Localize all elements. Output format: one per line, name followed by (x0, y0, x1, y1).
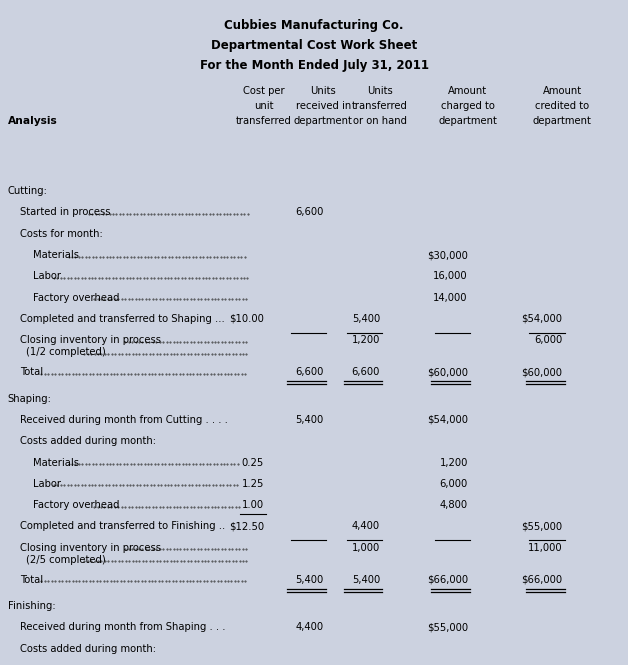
Text: Received during month from Shaping . . .: Received during month from Shaping . . . (20, 622, 225, 632)
Text: Units: Units (367, 86, 393, 96)
Text: received in: received in (296, 101, 351, 111)
Text: Cost per: Cost per (243, 86, 284, 96)
Text: 11,000: 11,000 (528, 543, 562, 553)
Text: $66,000: $66,000 (427, 575, 468, 585)
Text: $55,000: $55,000 (521, 521, 562, 531)
Text: 1,000: 1,000 (352, 543, 380, 553)
Text: $55,000: $55,000 (427, 622, 468, 632)
Text: Received during month from Cutting . . . .: Received during month from Cutting . . .… (20, 415, 228, 425)
Text: For the Month Ended July 31, 2011: For the Month Ended July 31, 2011 (200, 59, 428, 72)
Text: Costs added during month:: Costs added during month: (20, 436, 156, 446)
Text: $66,000: $66,000 (521, 575, 562, 585)
Text: Factory overhead: Factory overhead (33, 500, 119, 510)
Text: $60,000: $60,000 (521, 367, 562, 377)
Text: charged to: charged to (441, 101, 495, 111)
Text: Costs added during month:: Costs added during month: (20, 644, 156, 654)
Text: Closing inventory in process: Closing inventory in process (20, 543, 161, 553)
Text: Materials: Materials (33, 458, 78, 467)
Text: Shaping:: Shaping: (8, 394, 51, 404)
Text: $30,000: $30,000 (427, 250, 468, 260)
Text: transferred: transferred (236, 116, 291, 126)
Text: 4,400: 4,400 (352, 521, 380, 531)
Text: 6,000: 6,000 (534, 335, 562, 345)
Text: Costs for month:: Costs for month: (20, 229, 103, 239)
Text: 6,600: 6,600 (352, 367, 380, 377)
Text: transferred: transferred (352, 101, 408, 111)
Text: Units: Units (310, 86, 337, 96)
Text: Cutting:: Cutting: (8, 186, 47, 196)
Text: Materials: Materials (33, 250, 78, 260)
Text: (1/2 completed): (1/2 completed) (26, 347, 106, 357)
Text: Total: Total (20, 575, 43, 585)
Text: 4,400: 4,400 (295, 622, 323, 632)
Text: 1.00: 1.00 (242, 500, 264, 510)
Text: department: department (533, 116, 592, 126)
Text: Labor: Labor (33, 479, 61, 489)
Text: department: department (294, 116, 353, 126)
Text: Cubbies Manufacturing Co.: Cubbies Manufacturing Co. (224, 19, 404, 32)
Text: Finishing:: Finishing: (8, 601, 55, 611)
Text: or on hand: or on hand (353, 116, 407, 126)
Text: Analysis: Analysis (8, 116, 57, 126)
Text: credited to: credited to (535, 101, 589, 111)
Text: 14,000: 14,000 (433, 293, 468, 303)
Text: $54,000: $54,000 (521, 314, 562, 324)
Text: Completed and transferred to Finishing ..: Completed and transferred to Finishing .… (20, 521, 225, 531)
Text: 1.25: 1.25 (241, 479, 264, 489)
Text: 16,000: 16,000 (433, 271, 468, 281)
Text: $10.00: $10.00 (229, 314, 264, 324)
Text: 0.25: 0.25 (242, 458, 264, 467)
Text: Departmental Cost Work Sheet: Departmental Cost Work Sheet (211, 39, 417, 52)
Text: 1,200: 1,200 (440, 458, 468, 467)
Text: 5,400: 5,400 (295, 415, 323, 425)
Text: 6,600: 6,600 (295, 207, 323, 217)
Text: Total: Total (20, 367, 43, 377)
Text: unit: unit (254, 101, 274, 111)
Text: 5,400: 5,400 (295, 575, 323, 585)
Text: 4,800: 4,800 (440, 500, 468, 510)
Text: 1,200: 1,200 (352, 335, 380, 345)
Text: Amount: Amount (448, 86, 487, 96)
Text: $54,000: $54,000 (427, 415, 468, 425)
Text: department: department (438, 116, 497, 126)
Text: (2/5 completed): (2/5 completed) (26, 555, 106, 565)
Text: 5,400: 5,400 (352, 314, 380, 324)
Text: Started in process: Started in process (20, 207, 111, 217)
Text: Factory overhead: Factory overhead (33, 293, 119, 303)
Text: $60,000: $60,000 (427, 367, 468, 377)
Text: Labor: Labor (33, 271, 61, 281)
Text: $12.50: $12.50 (229, 521, 264, 531)
Text: Amount: Amount (543, 86, 582, 96)
Text: 5,400: 5,400 (352, 575, 380, 585)
Text: Completed and transferred to Shaping ...: Completed and transferred to Shaping ... (20, 314, 225, 324)
Text: 6,600: 6,600 (295, 367, 323, 377)
Text: 6,000: 6,000 (440, 479, 468, 489)
Text: Closing inventory in process: Closing inventory in process (20, 335, 161, 345)
